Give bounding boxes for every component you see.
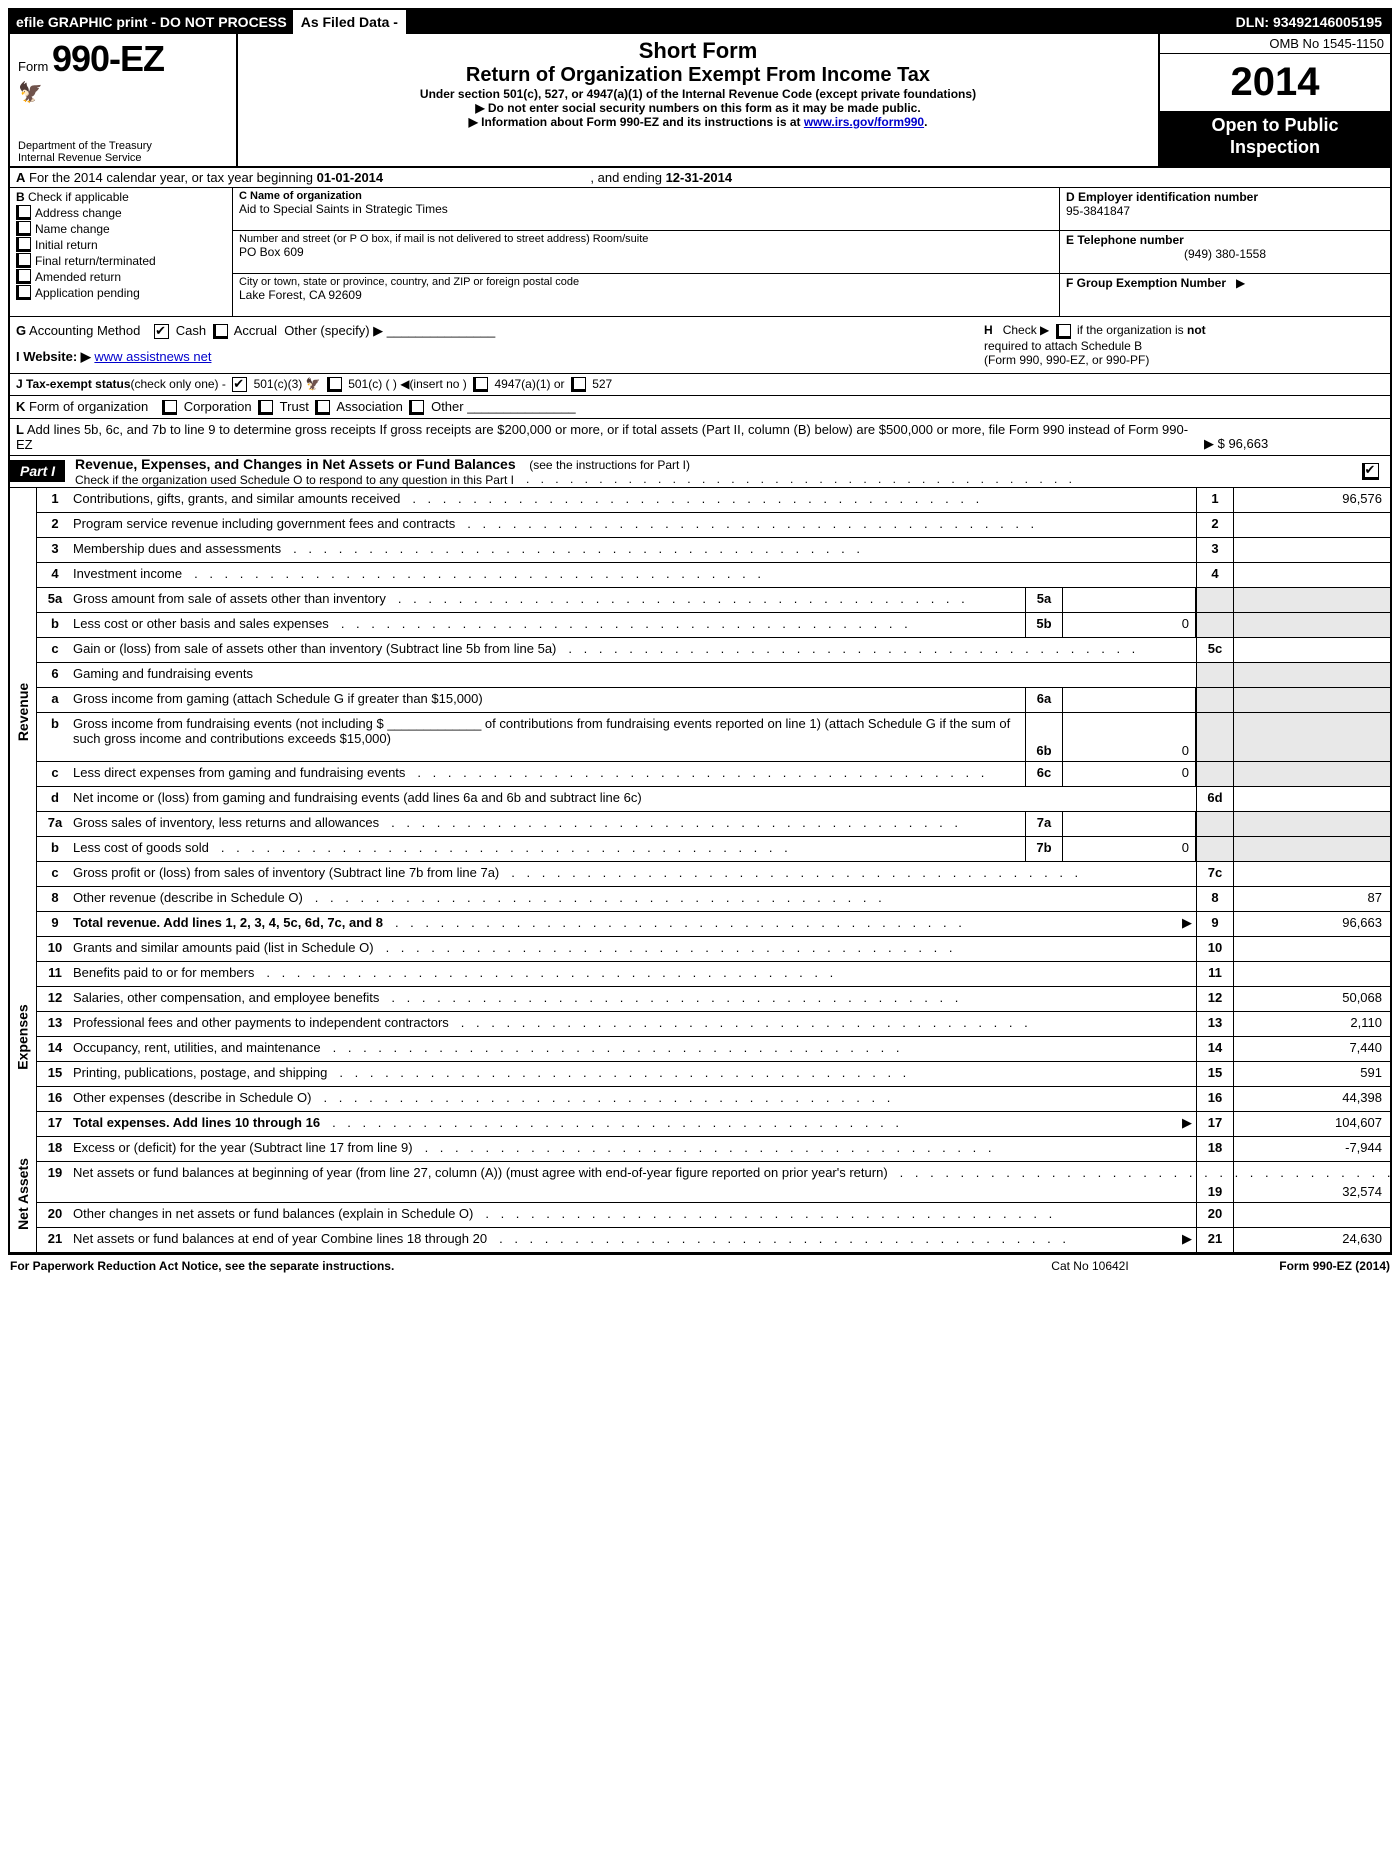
val-18: -7,944 — [1233, 1137, 1390, 1161]
website-link[interactable]: www assistnews net — [94, 349, 211, 364]
header: Form 990-EZ 🦅 Department of the Treasury… — [10, 34, 1390, 168]
cb-schedule-b[interactable] — [1056, 324, 1071, 339]
note-info: ▶ Information about Form 990-EZ and its … — [246, 115, 1150, 129]
val-16: 44,398 — [1233, 1087, 1390, 1111]
omb-no: OMB No 1545-1150 — [1160, 34, 1390, 54]
cb-amended[interactable] — [16, 269, 31, 284]
netassets-section: Net Assets 18Excess or (deficit) for the… — [10, 1137, 1390, 1253]
val-9: 96,663 — [1233, 912, 1390, 936]
cb-other-org[interactable] — [409, 400, 424, 415]
topbar: efile GRAPHIC print - DO NOT PROCESS As … — [10, 10, 1390, 34]
topbar-dln: DLN: 93492146005195 — [1228, 14, 1390, 30]
cb-527[interactable] — [571, 377, 586, 392]
header-right-col: OMB No 1545-1150 2014 Open to Public Ins… — [1158, 34, 1390, 166]
form-container: efile GRAPHIC print - DO NOT PROCESS As … — [8, 8, 1392, 1255]
val-8: 87 — [1233, 887, 1390, 911]
phone: (949) 380-1558 — [1066, 247, 1384, 261]
row-k: K Form of organization Corporation Trust… — [10, 396, 1390, 419]
val-13: 2,110 — [1233, 1012, 1390, 1036]
header-form-col: Form 990-EZ 🦅 Department of the Treasury… — [10, 34, 238, 166]
under-section: Under section 501(c), 527, or 4947(a)(1)… — [246, 87, 1150, 101]
return-title: Return of Organization Exempt From Incom… — [246, 64, 1150, 87]
cb-pending[interactable] — [16, 285, 31, 300]
cb-assoc[interactable] — [315, 400, 330, 415]
footer: For Paperwork Reduction Act Notice, see … — [8, 1255, 1392, 1273]
cb-corp[interactable] — [162, 400, 177, 415]
dept: Department of the Treasury Internal Reve… — [18, 140, 152, 164]
val-12: 50,068 — [1233, 987, 1390, 1011]
cb-501c3[interactable] — [232, 377, 247, 392]
org-addr: PO Box 609 — [239, 245, 1053, 259]
gross-receipts: ▶ $ 96,663 — [1204, 436, 1384, 452]
topbar-mid: As Filed Data - — [293, 10, 408, 34]
val-14: 7,440 — [1233, 1037, 1390, 1061]
cb-cash[interactable] — [154, 324, 169, 339]
col-b: B Check if applicable Address change Nam… — [10, 188, 233, 316]
topbar-left: efile GRAPHIC print - DO NOT PROCESS — [10, 14, 293, 30]
row-a: A For the 2014 calendar year, or tax yea… — [10, 168, 1390, 188]
cb-schedule-o[interactable] — [1362, 463, 1379, 480]
open-inspection: Open to Public Inspection — [1160, 111, 1390, 166]
row-l: L Add lines 5b, 6c, and 7b to line 9 to … — [10, 419, 1390, 455]
org-city: Lake Forest, CA 92609 — [239, 288, 1053, 302]
row-j: J Tax-exempt status(check only one) - 50… — [10, 374, 1390, 396]
col-def: D Employer identification number 95-3841… — [1060, 188, 1390, 316]
cb-name[interactable] — [16, 221, 31, 236]
cb-initial[interactable] — [16, 237, 31, 252]
val-17: 104,607 — [1233, 1112, 1390, 1136]
part1-header: Part I Revenue, Expenses, and Changes in… — [10, 455, 1390, 488]
section-bcdef: B Check if applicable Address change Nam… — [10, 188, 1390, 317]
cb-address[interactable] — [16, 205, 31, 220]
revenue-section: Revenue 1Contributions, gifts, grants, a… — [10, 488, 1390, 937]
note-ssn: ▶ Do not enter social security numbers o… — [246, 101, 1150, 115]
cb-501c[interactable] — [327, 377, 342, 392]
cb-4947[interactable] — [473, 377, 488, 392]
cb-accrual[interactable] — [213, 324, 228, 339]
form-number: 990-EZ — [52, 38, 164, 79]
irs-link[interactable]: www.irs.gov/form990 — [804, 115, 924, 129]
expenses-section: Expenses 10Grants and similar amounts pa… — [10, 937, 1390, 1137]
col-c: C Name of organization Aid to Special Sa… — [233, 188, 1060, 316]
cb-trust[interactable] — [258, 400, 273, 415]
val-1: 96,576 — [1233, 488, 1390, 512]
cb-final[interactable] — [16, 253, 31, 268]
tax-year: 2014 — [1160, 54, 1390, 111]
header-title-col: Short Form Return of Organization Exempt… — [238, 34, 1158, 166]
val-15: 591 — [1233, 1062, 1390, 1086]
org-name: Aid to Special Saints in Strategic Times — [239, 202, 1053, 216]
form-prefix: Form — [18, 59, 48, 74]
col-g: G Accounting Method Cash Accrual Other (… — [10, 317, 978, 372]
val-21: 24,630 — [1233, 1228, 1390, 1252]
short-form: Short Form — [246, 38, 1150, 64]
row-gh: G Accounting Method Cash Accrual Other (… — [10, 317, 1390, 373]
col-h: H Check ▶ if the organization is not req… — [978, 317, 1390, 372]
ein: 95-3841847 — [1066, 204, 1384, 218]
